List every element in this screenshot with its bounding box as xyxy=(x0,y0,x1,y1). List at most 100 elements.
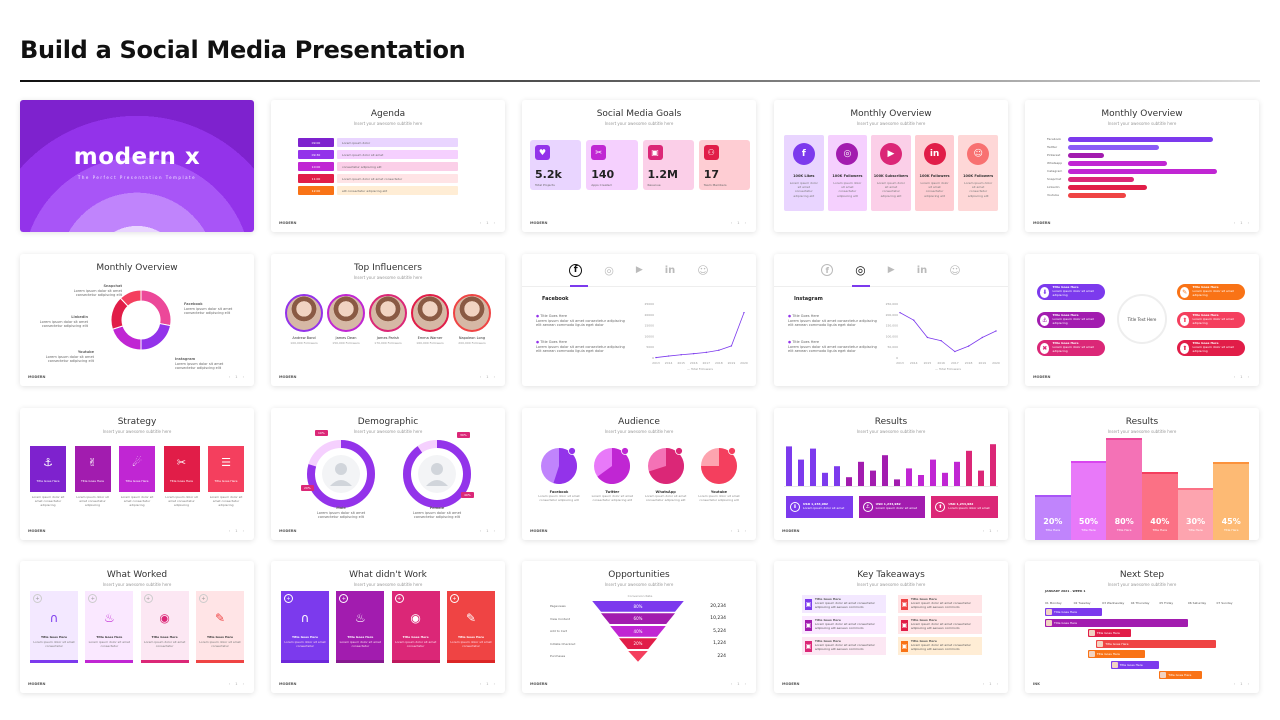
strategy-card[interactable]: ✂ Title Goes Here Lorem ipsum dolor sit am… xyxy=(163,446,200,508)
slide-nav[interactable]: ‹ 1 › xyxy=(1233,221,1251,225)
gantt-task[interactable]: Title Goes Here xyxy=(1096,639,1217,648)
slide-monthly-overview-donut[interactable]: Monthly Overview Snapchat Lorem ipsum dol… xyxy=(20,254,254,386)
strategy-card[interactable]: ☰ Title Goes Here Lorem ipsum dolor sit am… xyxy=(208,446,244,508)
slide-nav[interactable]: ‹ 1 › xyxy=(228,529,246,533)
slide-next-step[interactable]: Next Step Insert your awesome subtitle h… xyxy=(1025,561,1259,693)
youtube-icon: ▶ xyxy=(879,143,902,165)
influencer[interactable]: James Dean 150,000 Followers xyxy=(327,294,365,345)
hub-pill[interactable]: ✖ Title Goes Here Lorem ipsum dolor sit am… xyxy=(1037,340,1105,356)
tab-youtube-icon[interactable]: ▶ xyxy=(635,265,643,275)
slide-nav[interactable]: ‹ 1 › xyxy=(1233,375,1251,379)
influencer[interactable]: James Parish 170,000 Followers xyxy=(369,294,407,345)
takeaway-item[interactable]: ▣ Title Goes Here Lorem ipsum dolor sit am… xyxy=(802,616,886,634)
gantt-task[interactable]: Title Goes Here xyxy=(1159,671,1203,679)
slide-top-influencers[interactable]: Top Influencers Insert your awesome subt… xyxy=(271,254,505,386)
work-card[interactable]: + ∩ Title Goes Here Lorem ipsum dolor sit a… xyxy=(281,591,329,663)
hub-pill[interactable]: ⬇ Title Goes Here Lorem ipsum dolor sit am… xyxy=(1037,284,1105,300)
slide-nav[interactable]: ‹ 1 › xyxy=(479,375,497,379)
influencer[interactable]: Andrew Bond 100,000 Followers xyxy=(285,294,323,345)
slide-nav[interactable]: ‹ 1 › xyxy=(479,682,497,686)
strategy-card-title: Title Goes Here xyxy=(80,479,105,483)
slide-monthly-overview-social[interactable]: Monthly Overview Insert your awesome sub… xyxy=(774,100,1008,232)
work-card[interactable]: + ◉ Title Goes Here Lorem ipsum dolor sit a… xyxy=(140,591,189,663)
slide-key-takeaways[interactable]: Key Takeaways Insert your awesome subtit… xyxy=(774,561,1008,693)
slide-nav[interactable]: ‹ 1 › xyxy=(228,682,246,686)
work-card[interactable]: + ♨ Title Goes Here Lorem ipsum dolor sit a… xyxy=(85,591,134,663)
slide-results-columns[interactable]: Results Insert your awesome subtitle her… xyxy=(1025,408,1259,540)
slide-what-worked[interactable]: What Worked Insert your awesome subtitle… xyxy=(20,561,254,693)
gantt-task[interactable]: Title Goes Here xyxy=(1110,660,1160,669)
work-card[interactable]: + ✎ Title Goes Here Lorem ipsum dolor sit a… xyxy=(446,591,495,663)
agenda-row[interactable]: 12:00 elit consectetur adipiscing elit xyxy=(298,186,458,195)
x-tick-label: 2017 xyxy=(702,361,710,365)
tab-facebook-icon[interactable]: f xyxy=(821,264,834,276)
hub-pill[interactable]: ⬆ Title Goes Here Lorem ipsum dolor sit am… xyxy=(1177,340,1245,356)
section-heading: Instagram xyxy=(794,296,823,302)
gantt-task[interactable]: Title Goes Here xyxy=(1087,650,1145,658)
slide-what-didnt-work[interactable]: What didn't Work Insert your awesome sub… xyxy=(271,561,505,693)
work-card[interactable]: + ✎ Title Goes Here Lorem ipsum dolor sit a… xyxy=(195,591,244,663)
work-card[interactable]: + ◉ Title Goes Here Lorem ipsum dolor sit a… xyxy=(391,591,440,663)
slide-nav[interactable]: ‹ 1 › xyxy=(730,682,748,686)
agenda-row[interactable]: 10:00 consectetur adipiscing elit xyxy=(298,162,458,171)
gantt-task[interactable]: Title Goes Here xyxy=(1045,608,1103,616)
agenda-row[interactable]: 09:30 Lorem ipsum dolor sit amet xyxy=(298,150,458,159)
tab-snapchat-icon[interactable]: ☺ xyxy=(697,263,709,277)
hub-pill[interactable]: ⚓ Title Goes Here Lorem ipsum dolor sit am… xyxy=(1037,312,1105,328)
tab-youtube-icon[interactable]: ▶ xyxy=(887,265,895,275)
influencer[interactable]: Napoleon Long 200,000 Followers xyxy=(453,294,491,345)
work-title: Title Goes Here xyxy=(291,635,319,639)
strategy-icon: ✌ xyxy=(87,456,98,469)
slide-nav[interactable]: ‹ 1 › xyxy=(228,375,246,379)
slide-nav[interactable]: ‹ 1 › xyxy=(1233,682,1251,686)
slide-hub-diagram[interactable]: Title Text Here ⬇ Title Goes Here Lorem ip… xyxy=(1025,254,1259,386)
slide-nav[interactable]: ‹ 1 › xyxy=(982,682,1000,686)
tab-instagram-icon[interactable]: ◎ xyxy=(604,263,614,277)
strategy-card[interactable]: ⚓ Title Goes Here Lorem ipsum dolor sit am… xyxy=(30,446,66,508)
work-card[interactable]: + ♨ Title Goes Here Lorem ipsum dolor sit a… xyxy=(336,591,385,663)
slide-instagram-growth[interactable]: f ◎ ▶ in ☺ Instagram ● Title Goes Here Lo… xyxy=(774,254,1008,386)
work-card[interactable]: + ∩ Title Goes Here Lorem ipsum dolor sit a… xyxy=(30,591,78,663)
slide-social-media-goals[interactable]: Social Media Goals Insert your awesome s… xyxy=(522,100,756,232)
slide-nav[interactable]: ‹ 1 › xyxy=(479,221,497,225)
slide-audience[interactable]: Audience Insert your awesome subtitle he… xyxy=(522,408,756,540)
tab-linkedin-icon[interactable]: in xyxy=(916,264,928,276)
slide-results-bars[interactable]: Results Insert your awesome subtitle her… xyxy=(774,408,1008,540)
gantt-task[interactable]: Title Goes Here xyxy=(1045,618,1188,627)
slide-strategy[interactable]: Strategy Insert your awesome subtitle he… xyxy=(20,408,254,540)
slide-facebook-growth[interactable]: f ◎ ▶ in ☺ Facebook ● Title Goes Here Lor… xyxy=(522,254,756,386)
slide-agenda[interactable]: Agenda Insert your awesome subtitle here… xyxy=(271,100,505,232)
takeaway-item[interactable]: ▣ Title Goes Here Lorem ipsum dolor sit am… xyxy=(802,637,886,655)
takeaway-item[interactable]: ▣ Title Goes Here Lorem ipsum dolor sit am… xyxy=(898,637,982,655)
hub-pill[interactable]: ✎ Title Goes Here Lorem ipsum dolor sit am… xyxy=(1177,284,1245,300)
y-tick-label: 50,000 xyxy=(888,345,899,349)
strategy-card[interactable]: ☄ Title Goes Here Lorem ipsum dolor sit am… xyxy=(119,446,155,508)
gantt-task[interactable]: Title Goes Here xyxy=(1087,629,1131,637)
funnel-row: Purchases 224 xyxy=(550,650,730,663)
agenda-row[interactable]: 11:00 Lorem ipsum dolor sit amet consecte… xyxy=(298,174,458,183)
tab-instagram-icon[interactable]: ◎ xyxy=(855,263,866,277)
slide-demographic[interactable]: Demographic Insert your awesome subtitle… xyxy=(271,408,505,540)
slide-nav[interactable]: ‹ 1 › xyxy=(982,529,1000,533)
agenda-row[interactable]: 09:00 Lorem ipsum dolor xyxy=(298,138,458,147)
slide-nav[interactable]: ‹ 1 › xyxy=(479,529,497,533)
avatar xyxy=(369,294,407,332)
team-icon: ⚇ xyxy=(703,145,719,160)
tab-snapchat-icon[interactable]: ☺ xyxy=(949,263,961,277)
tab-linkedin-icon[interactable]: in xyxy=(664,264,676,276)
slide-opportunities[interactable]: Opportunities Insert your awesome subtit… xyxy=(522,561,756,693)
takeaway-item[interactable]: ▣ Title Goes Here Lorem ipsum dolor sit am… xyxy=(802,595,886,613)
slide-cover[interactable]: modern x The Perfect Presentation Templa… xyxy=(20,100,254,232)
strategy-card[interactable]: ✌ Title Goes Here Lorem ipsum dolor sit am… xyxy=(74,446,111,508)
influencer[interactable]: Emma Warner 160,000 Followers xyxy=(411,294,449,345)
slide-nav[interactable]: ‹ 1 › xyxy=(730,221,748,225)
result-bar xyxy=(882,455,888,486)
takeaway-item[interactable]: ▣ Title Goes Here Lorem ipsum dolor sit am… xyxy=(898,616,982,634)
takeaway-item[interactable]: ▣ Title Goes Here Lorem ipsum dolor sit am… xyxy=(898,595,982,613)
donut-slice xyxy=(140,322,172,351)
hub-pill[interactable]: ⬆ Title Goes Here Lorem ipsum dolor sit am… xyxy=(1177,312,1245,328)
slide-monthly-overview-bars[interactable]: Monthly Overview Insert your awesome sub… xyxy=(1025,100,1259,232)
tab-facebook-icon[interactable]: f xyxy=(569,263,583,277)
slide-nav[interactable]: ‹ 1 › xyxy=(730,529,748,533)
